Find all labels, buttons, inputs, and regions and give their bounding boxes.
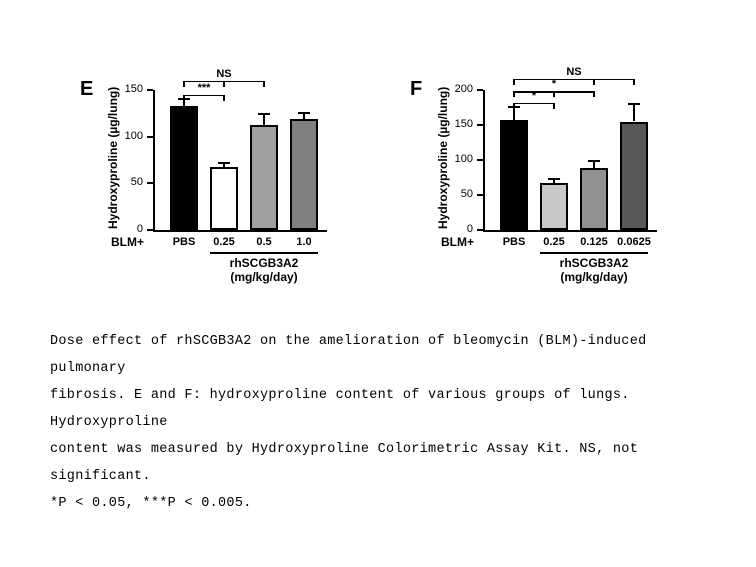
sig-drop	[223, 95, 225, 101]
caption-line: *P < 0.05, ***P < 0.005.	[50, 490, 706, 517]
figure-caption: Dose effect of rhSCGB3A2 on the ameliora…	[50, 328, 706, 517]
x-tick-label: 0.0625	[612, 236, 656, 248]
bar	[250, 125, 278, 230]
y-tick	[147, 229, 153, 231]
sig-drop	[183, 81, 185, 87]
y-axis-label: Hydroxyproline (µg/lung)	[436, 89, 450, 229]
sig-drop	[593, 79, 595, 85]
y-tick	[477, 89, 483, 91]
error-cap	[258, 113, 270, 115]
sig-drop	[513, 79, 515, 85]
caption-line: fibrosis. E and F: hydroxyproline conten…	[50, 382, 706, 436]
y-tick	[147, 89, 153, 91]
error-cap	[218, 162, 230, 164]
x-axis	[153, 230, 327, 232]
x-tick-label: 1.0	[282, 236, 326, 248]
group-label: rhSCGB3A2(mg/kg/day)	[210, 256, 318, 284]
error-cap	[298, 112, 310, 114]
y-tick	[147, 182, 153, 184]
sig-label: NS	[559, 66, 589, 78]
panel-letter: E	[80, 78, 93, 101]
x-tick-label: 0.5	[242, 236, 286, 248]
error-bar	[633, 103, 635, 122]
y-tick	[477, 159, 483, 161]
blm-label: BLM+	[111, 235, 144, 249]
y-tick-label: 50	[447, 188, 473, 200]
sig-drop	[593, 91, 595, 97]
y-tick	[477, 229, 483, 231]
error-cap	[628, 103, 640, 105]
caption-line: content was measured by Hydroxyproline C…	[50, 436, 706, 490]
y-tick-label: 100	[117, 130, 143, 142]
sig-label: NS	[209, 68, 239, 80]
group-label: rhSCGB3A2(mg/kg/day)	[540, 256, 648, 284]
bar	[290, 119, 318, 230]
x-tick-label: 0.125	[572, 236, 616, 248]
y-tick-label: 0	[117, 223, 143, 235]
y-tick-label: 0	[447, 223, 473, 235]
bar	[580, 168, 608, 230]
sig-label: ***	[189, 82, 219, 94]
group-bracket	[210, 252, 318, 254]
y-tick-label: 150	[117, 83, 143, 95]
caption-line: Dose effect of rhSCGB3A2 on the ameliora…	[50, 328, 706, 382]
sig-drop	[263, 81, 265, 87]
y-tick	[147, 136, 153, 138]
sig-drop	[223, 81, 225, 87]
sig-drop	[513, 91, 515, 97]
bar	[170, 106, 198, 230]
sig-drop	[553, 103, 555, 109]
y-axis	[483, 90, 485, 230]
bar	[540, 183, 568, 230]
group-bracket	[540, 252, 648, 254]
y-tick-label: 50	[117, 176, 143, 188]
sig-bracket	[514, 103, 554, 105]
bar	[500, 120, 528, 230]
y-axis	[153, 90, 155, 230]
error-cap	[588, 160, 600, 162]
error-cap	[548, 178, 560, 180]
bar	[210, 167, 238, 230]
x-axis	[483, 230, 657, 232]
sig-bracket	[184, 95, 224, 97]
y-tick	[477, 124, 483, 126]
sig-drop	[183, 95, 185, 101]
y-tick-label: 150	[447, 118, 473, 130]
panel-letter: F	[410, 78, 422, 101]
y-tick	[477, 194, 483, 196]
y-tick-label: 100	[447, 153, 473, 165]
y-tick-label: 200	[447, 83, 473, 95]
x-tick-label: 0.25	[202, 236, 246, 248]
x-tick-label: 0.25	[532, 236, 576, 248]
sig-bracket	[514, 79, 634, 81]
x-tick-label: PBS	[492, 236, 536, 248]
y-axis-label: Hydroxyproline (µg/lung)	[106, 89, 120, 229]
bar	[620, 122, 648, 231]
sig-drop	[513, 103, 515, 109]
sig-drop	[553, 91, 555, 97]
x-tick-label: PBS	[162, 236, 206, 248]
blm-label: BLM+	[441, 235, 474, 249]
sig-drop	[633, 79, 635, 85]
